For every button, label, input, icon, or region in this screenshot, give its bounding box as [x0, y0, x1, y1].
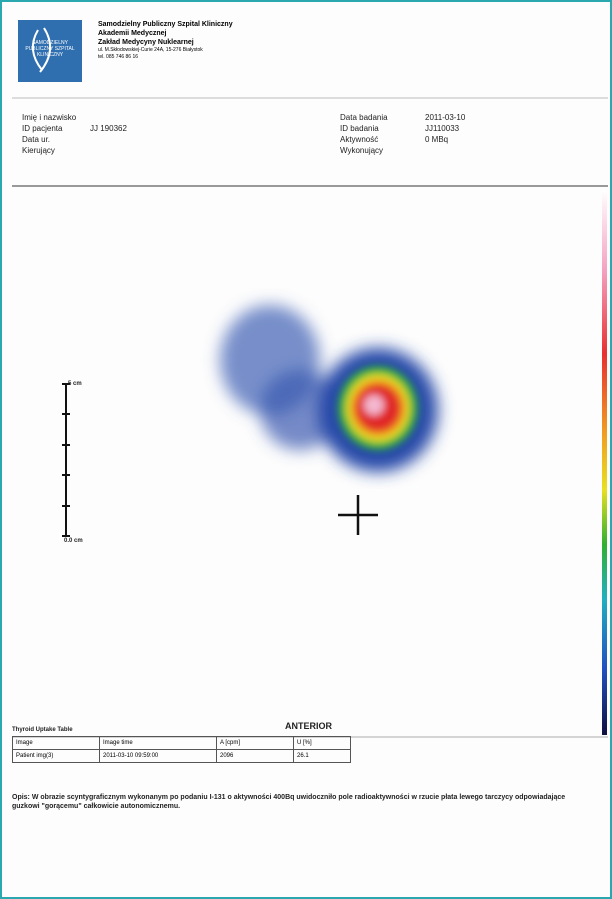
table-header-cell: Image time [100, 737, 217, 750]
table-header-cell: Image [13, 737, 100, 750]
scan-page: SAMODZIELNY PUBLICZNY SZPITAL KLINICZNY … [0, 0, 612, 899]
field-value: JJ 190362 [90, 124, 127, 133]
header-line: tel. 085 746 86 16 [98, 54, 233, 61]
field-label: Kierujący [22, 146, 55, 155]
field-value: 2011-03-10 [425, 113, 465, 122]
table-cell: 2011-03-10 09:59:00 [100, 750, 217, 763]
header-line: Akademii Medycznej [98, 29, 233, 38]
table-title: Thyroid Uptake Table [12, 727, 73, 733]
field-label: Aktywność [340, 135, 378, 144]
view-label: ANTERIOR [285, 721, 332, 731]
header-line: Zakład Medycyny Nuklearnej [98, 38, 233, 47]
field-label: Data ur. [22, 135, 50, 144]
header-line: ul. M.Skłodowskiej-Curie 24A, 15-276 Bia… [98, 47, 233, 54]
logo-text: SAMODZIELNY PUBLICZNY SZPITAL KLINICZNY [22, 40, 78, 58]
table-header-cell: A [cpm] [217, 737, 294, 750]
scale-label: 0.0 cm [64, 538, 83, 544]
scale-bar [62, 384, 70, 536]
description: Opis: W obrazie scyntygraficznym wykonan… [12, 793, 592, 811]
table-cell: Patient img(3) [13, 750, 100, 763]
scan-graphics [0, 0, 612, 899]
field-value: 0 MBq [425, 135, 448, 144]
field-label: Imię i nazwisko [22, 113, 76, 122]
scale-label: 5 cm [68, 381, 82, 387]
table-cell: 2096 [217, 750, 294, 763]
field-label: ID badania [340, 124, 379, 133]
field-label: ID pacjenta [22, 124, 62, 133]
table-header-cell: U [%] [294, 737, 351, 750]
header-line: Samodzielny Publiczny Szpital Kliniczny [98, 20, 233, 29]
color-bar [602, 190, 607, 735]
field-label: Data badania [340, 113, 388, 122]
field-label: Wykonujący [340, 146, 383, 155]
table-cell: 26.1 [294, 750, 351, 763]
field-value: JJ110033 [425, 124, 459, 133]
marker-cross [338, 495, 378, 535]
